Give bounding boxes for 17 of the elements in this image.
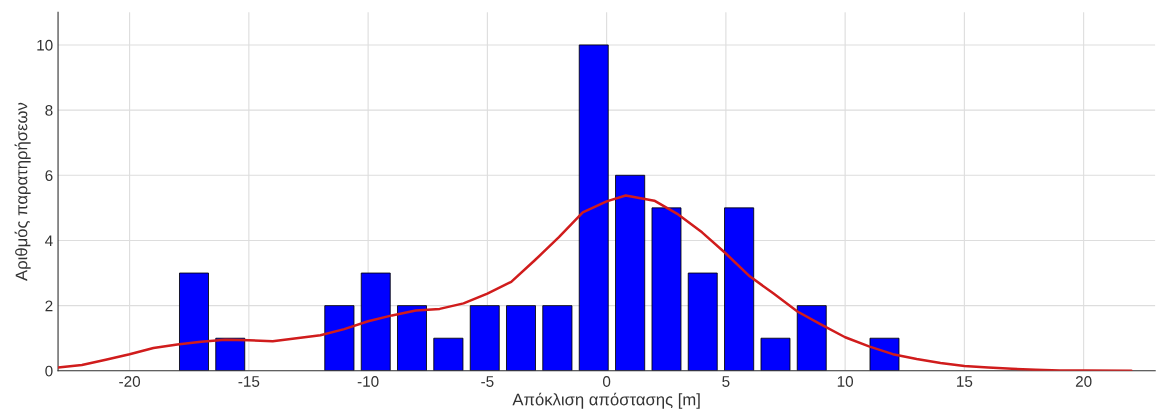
x-tick-label: -20 [119,376,141,387]
x-tick-label: -10 [357,376,379,387]
y-tick-label: 8 [45,104,53,116]
y-axis-title: Αριθμός παρατηρήσεων [14,102,31,281]
x-tick-label: -15 [238,376,260,387]
x-tick-label: 5 [722,376,730,387]
y-tick-label: 4 [45,235,53,246]
x-tick-label: 10 [837,376,854,387]
x-tick-label: 0 [602,376,611,387]
y-tick-label: 10 [37,39,53,51]
x-tick-label: 20 [1075,376,1092,387]
x-tick-label: 15 [957,376,973,387]
x-tick-label: -5 [481,376,494,387]
y-tick-label: 0 [45,365,53,377]
y-tick-label: 2 [45,300,53,312]
x-axis-title: Απόκλιση απόστασης [m] [512,392,700,409]
y-tick-label: 6 [45,170,53,181]
